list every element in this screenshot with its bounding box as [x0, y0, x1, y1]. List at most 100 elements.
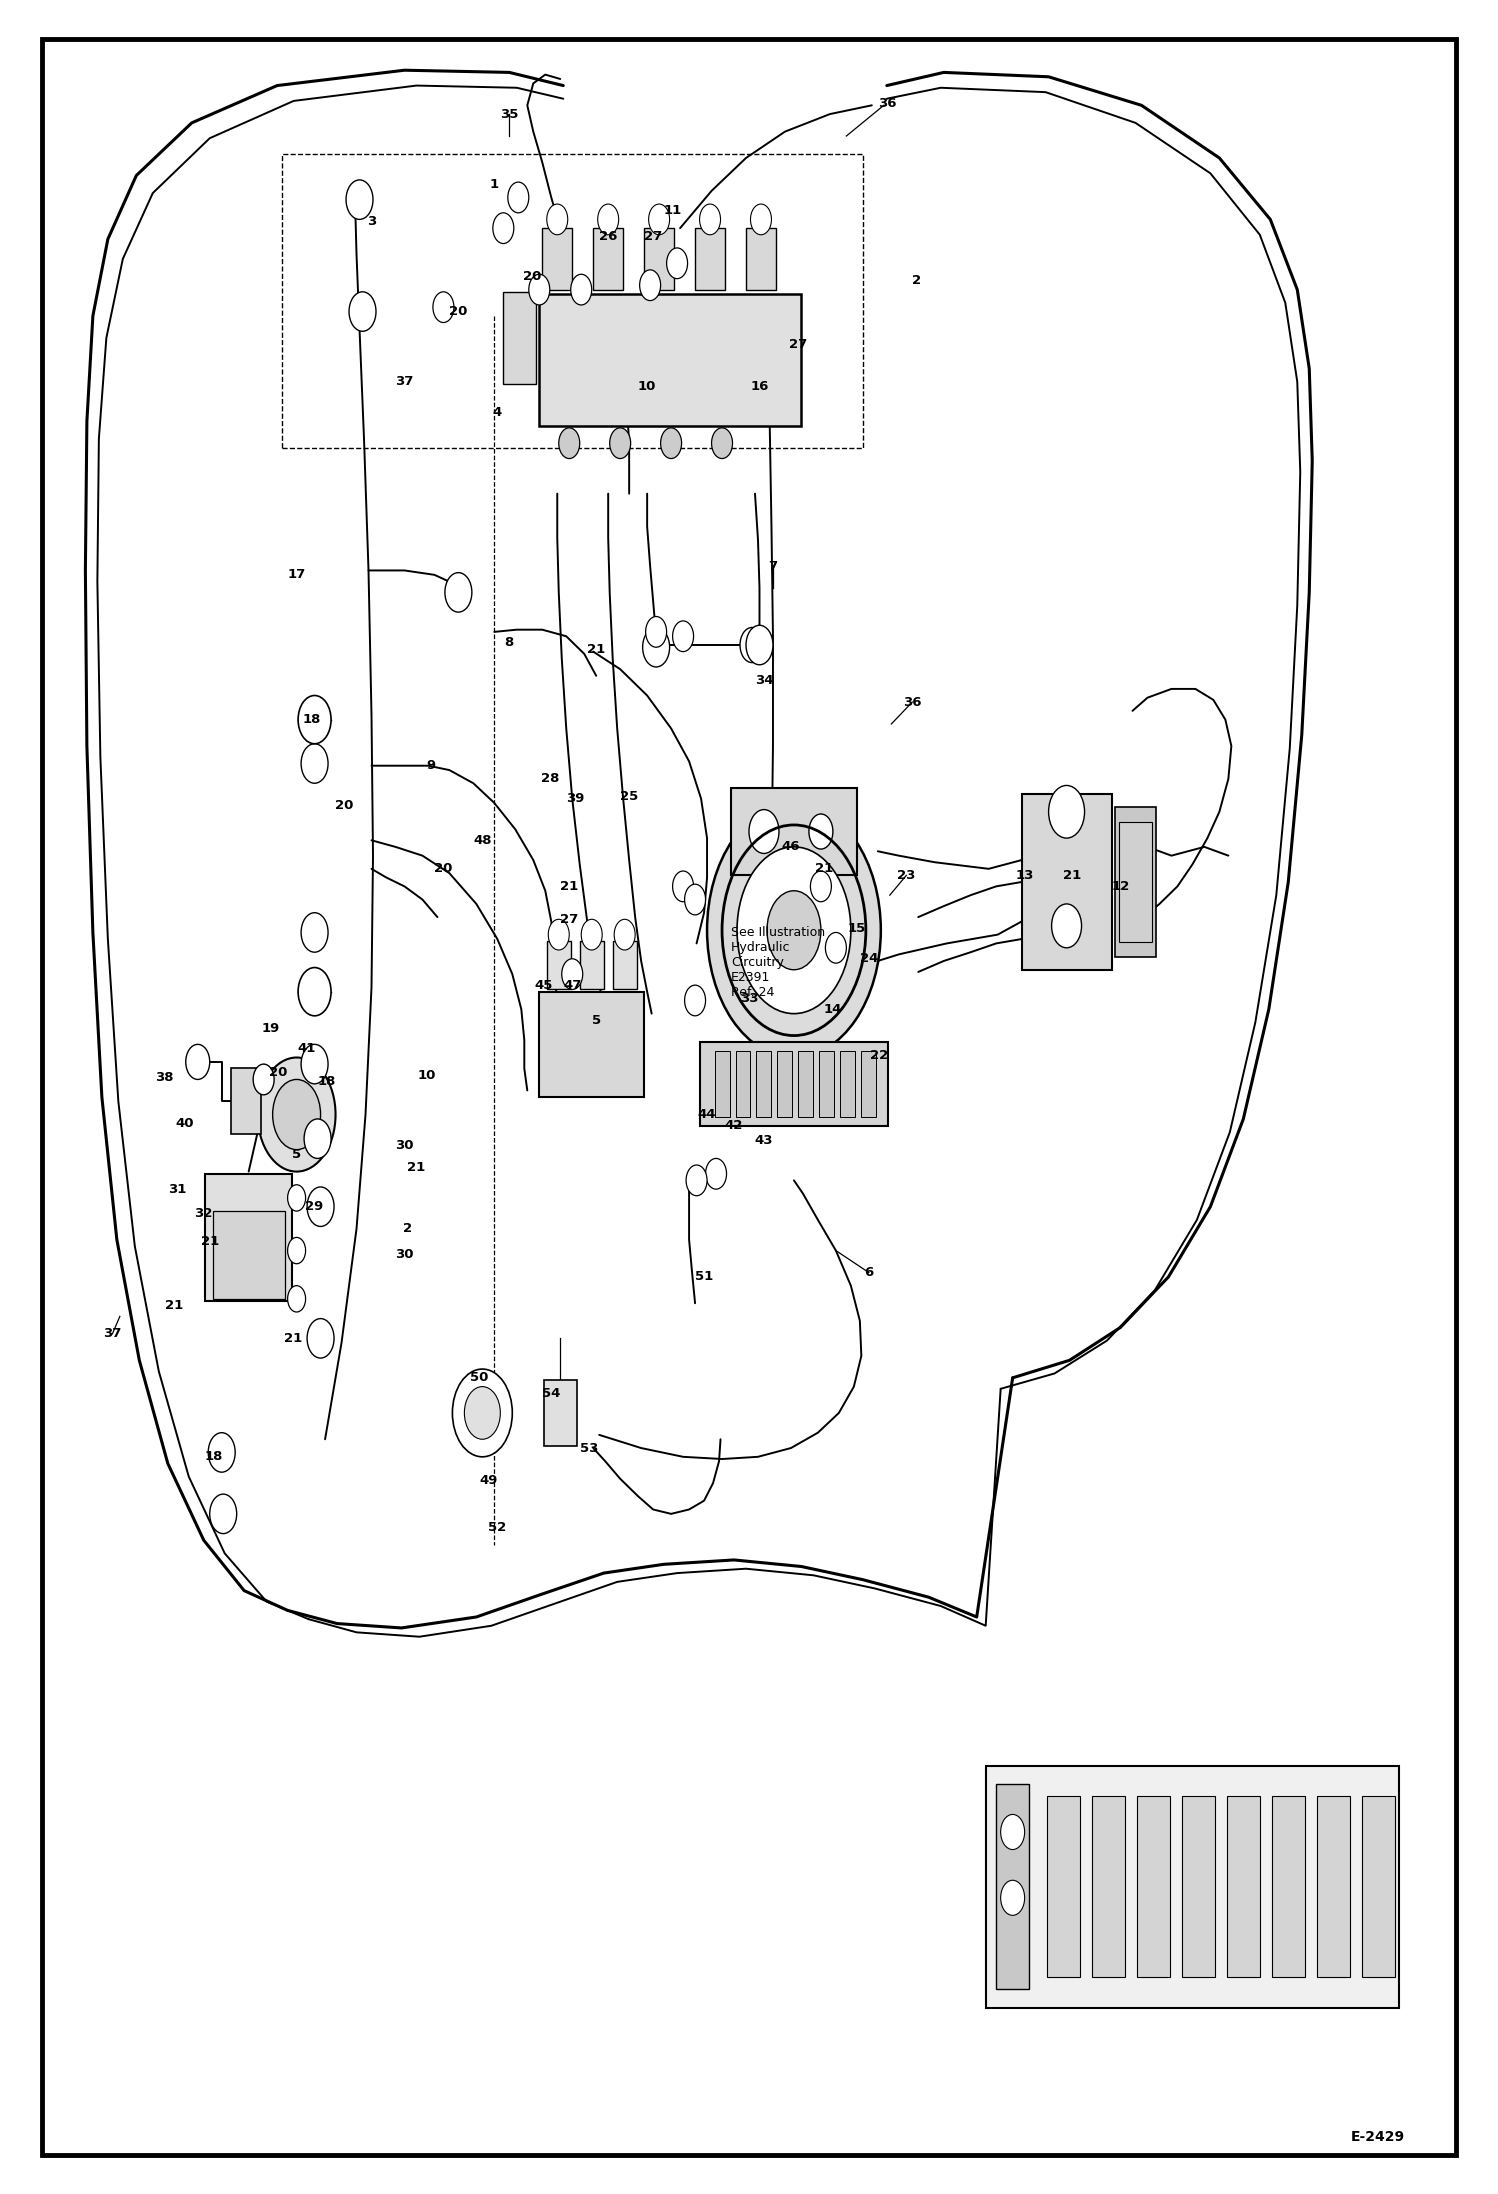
Bar — [644, 228, 674, 290]
Circle shape — [825, 932, 846, 963]
Text: 13: 13 — [1016, 869, 1034, 882]
Circle shape — [186, 1044, 210, 1079]
Bar — [213, 1211, 285, 1299]
Text: 18: 18 — [303, 713, 321, 726]
Circle shape — [346, 180, 373, 219]
Text: 20: 20 — [523, 270, 541, 283]
Circle shape — [273, 1079, 321, 1150]
Text: 23: 23 — [897, 869, 915, 882]
Bar — [539, 992, 644, 1097]
Text: 19: 19 — [262, 1022, 280, 1036]
Circle shape — [301, 1044, 328, 1084]
Bar — [539, 294, 801, 426]
Circle shape — [706, 1158, 727, 1189]
Text: 21: 21 — [165, 1299, 183, 1312]
Text: 24: 24 — [860, 952, 878, 965]
Circle shape — [258, 1058, 336, 1172]
Circle shape — [301, 744, 328, 783]
Circle shape — [548, 919, 569, 950]
Circle shape — [452, 1369, 512, 1457]
Circle shape — [298, 695, 331, 744]
Bar — [1317, 1797, 1350, 1977]
Text: 21: 21 — [1064, 869, 1082, 882]
Text: 2: 2 — [912, 274, 921, 287]
Text: 21: 21 — [407, 1161, 425, 1174]
Bar — [231, 1068, 261, 1134]
Bar — [986, 1766, 1399, 2008]
Text: 29: 29 — [306, 1200, 324, 1213]
Circle shape — [1052, 904, 1082, 948]
Bar — [736, 1051, 750, 1117]
Text: 3: 3 — [367, 215, 376, 228]
Circle shape — [208, 1433, 235, 1472]
Circle shape — [750, 204, 771, 235]
Circle shape — [562, 959, 583, 989]
Text: 37: 37 — [103, 1327, 121, 1341]
Bar — [756, 1051, 771, 1117]
Text: 54: 54 — [542, 1387, 560, 1400]
Circle shape — [301, 913, 328, 952]
Circle shape — [304, 1119, 331, 1158]
Circle shape — [640, 270, 661, 301]
Circle shape — [210, 1494, 237, 1534]
Circle shape — [301, 972, 328, 1011]
Text: 30: 30 — [395, 1248, 413, 1262]
Text: 43: 43 — [755, 1134, 773, 1147]
Text: 27: 27 — [789, 338, 807, 351]
Text: 6: 6 — [864, 1266, 873, 1279]
Text: 10: 10 — [638, 380, 656, 393]
Text: 36: 36 — [878, 97, 896, 110]
Text: 10: 10 — [418, 1068, 436, 1082]
Circle shape — [610, 428, 631, 459]
Circle shape — [685, 884, 706, 915]
Bar — [593, 228, 623, 290]
Text: 35: 35 — [500, 108, 518, 121]
Text: 20: 20 — [336, 799, 354, 812]
Circle shape — [810, 871, 831, 902]
Bar — [840, 1051, 855, 1117]
Text: 1: 1 — [490, 178, 499, 191]
Text: 4: 4 — [493, 406, 502, 419]
Text: 8: 8 — [505, 636, 514, 649]
Text: 21: 21 — [285, 1332, 303, 1345]
Text: 5: 5 — [292, 1147, 301, 1161]
Circle shape — [298, 968, 331, 1016]
Bar — [731, 788, 857, 875]
Circle shape — [649, 204, 670, 235]
Text: E-2429: E-2429 — [1351, 2130, 1405, 2144]
Bar — [1115, 807, 1156, 957]
Text: 21: 21 — [815, 862, 833, 875]
Text: 47: 47 — [563, 979, 581, 992]
Circle shape — [559, 428, 580, 459]
Circle shape — [749, 810, 779, 853]
Bar — [1227, 1797, 1260, 1977]
Circle shape — [529, 274, 550, 305]
Circle shape — [673, 621, 694, 652]
Bar — [715, 1051, 730, 1117]
Circle shape — [571, 274, 592, 305]
Text: 21: 21 — [560, 880, 578, 893]
Bar — [777, 1051, 792, 1117]
Circle shape — [667, 248, 688, 279]
Text: 22: 22 — [870, 1049, 888, 1062]
Circle shape — [700, 204, 721, 235]
Text: 18: 18 — [205, 1450, 223, 1463]
Text: 42: 42 — [725, 1119, 743, 1132]
Text: 51: 51 — [695, 1270, 713, 1283]
Circle shape — [614, 919, 635, 950]
Bar — [547, 941, 571, 989]
Text: 27: 27 — [644, 230, 662, 244]
Circle shape — [1001, 1814, 1025, 1850]
Circle shape — [746, 625, 773, 665]
Bar — [695, 228, 725, 290]
Circle shape — [707, 803, 881, 1058]
Text: 52: 52 — [488, 1520, 506, 1534]
Bar — [746, 228, 776, 290]
Circle shape — [493, 213, 514, 244]
Text: 53: 53 — [580, 1441, 598, 1455]
Text: 18: 18 — [318, 1075, 336, 1088]
Text: 32: 32 — [195, 1207, 213, 1220]
Bar — [503, 292, 536, 384]
Bar — [996, 1784, 1029, 1990]
Bar — [1362, 1797, 1395, 1977]
